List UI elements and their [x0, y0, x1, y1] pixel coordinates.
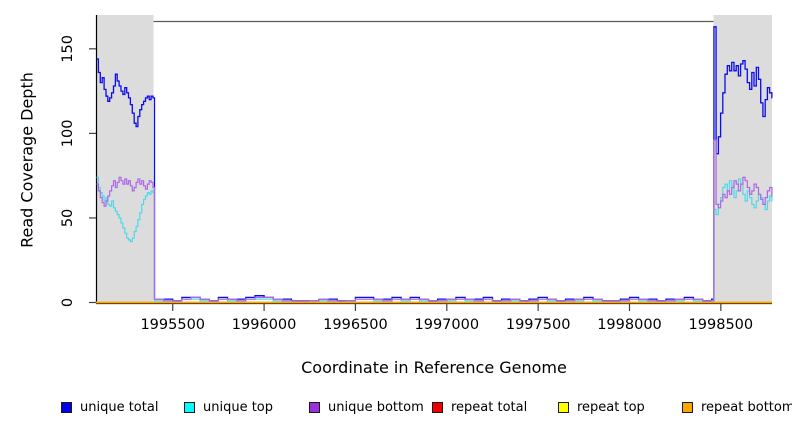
repeat-top-swatch-icon — [558, 402, 569, 413]
unique-bottom-swatch-icon — [309, 402, 320, 413]
x-tick-label: 1995500 — [140, 317, 205, 333]
shaded-region — [96, 15, 154, 303]
x-tick-label: 1998500 — [689, 317, 754, 333]
legend-item-repeat-total: repeat total — [432, 400, 527, 415]
y-tick-label: 100 — [60, 120, 76, 148]
y-tick-label: 50 — [60, 209, 76, 227]
x-tick-label: 1996500 — [323, 317, 388, 333]
legend-label: unique bottom — [328, 400, 424, 415]
legend-label: repeat top — [577, 400, 645, 415]
legend-label: repeat total — [451, 400, 528, 415]
unique-top-swatch-icon — [184, 402, 195, 413]
legend-item-repeat-top: repeat top — [558, 400, 645, 415]
y-tick-label: 0 — [60, 298, 76, 307]
repeat-total-swatch-icon — [432, 402, 443, 413]
x-tick-label: 1997000 — [415, 317, 480, 333]
y-axis-label: Read Coverage Depth — [17, 72, 37, 248]
legend-item-unique-bottom: unique bottom — [309, 400, 424, 415]
repeat-bottom-swatch-icon — [682, 402, 693, 413]
x-tick-label: 1997500 — [506, 317, 571, 333]
series-unique-bottom — [96, 139, 773, 302]
legend-item-unique-top: unique top — [184, 400, 273, 415]
unique-total-swatch-icon — [61, 402, 72, 413]
x-axis-label: Coordinate in Reference Genome — [301, 358, 567, 377]
legend-item-unique-total: unique total — [61, 400, 158, 415]
y-tick-label: 150 — [60, 35, 76, 63]
legend-label: repeat bottom — [701, 400, 792, 415]
legend-label: unique total — [80, 400, 159, 415]
shaded-region — [713, 15, 772, 303]
x-tick-label: 1996000 — [232, 317, 297, 333]
legend-item-repeat-bottom: repeat bottom — [682, 400, 792, 415]
chart-plot-area: 1995500 1996000 1996500 1997000 1997500 19980… — [60, 15, 773, 333]
series-unique-top — [96, 176, 773, 304]
series-unique-total — [96, 26, 773, 302]
x-tick-label: 1998000 — [597, 317, 662, 333]
legend-label: unique top — [203, 400, 274, 415]
